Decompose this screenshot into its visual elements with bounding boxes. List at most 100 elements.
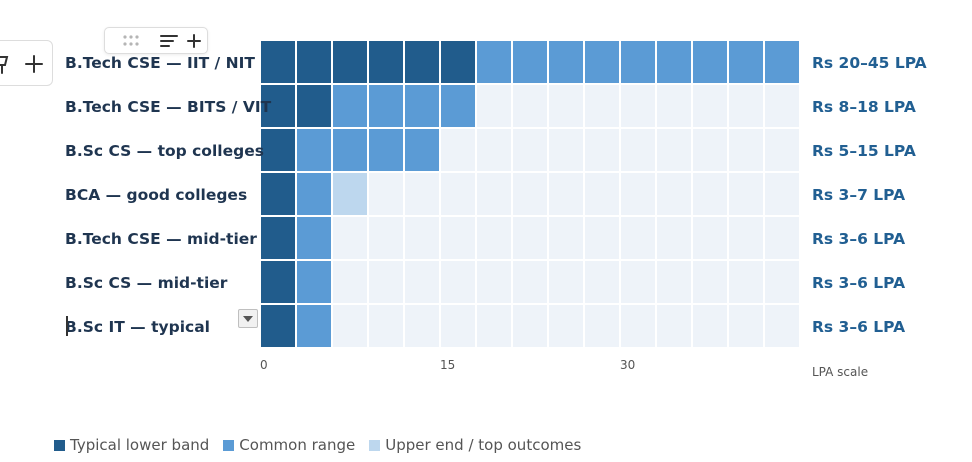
- legend-label-lower: Typical lower band: [70, 436, 210, 454]
- plus-icon[interactable]: [23, 52, 45, 76]
- row-dropdown-button[interactable]: [238, 309, 258, 328]
- row-label: B.Sc CS — top colleges: [65, 142, 264, 160]
- drag-handle-icon[interactable]: [121, 31, 143, 51]
- side-action-pill: [0, 40, 53, 86]
- heatmap-cell-empty: [549, 129, 583, 171]
- heatmap-cell-empty: [369, 217, 403, 259]
- heatmap-cell-empty: [585, 129, 619, 171]
- heatmap-cell-empty: [729, 173, 763, 215]
- heatmap-cell-empty: [693, 85, 727, 127]
- heatmap-cell-empty: [549, 305, 583, 347]
- heatmap-cell-common: [333, 85, 367, 127]
- heatmap-cell-lower: [261, 305, 295, 347]
- heatmap-cell-empty: [765, 129, 799, 171]
- heatmap-cell-empty: [765, 305, 799, 347]
- heatmap-cell-empty: [513, 173, 547, 215]
- heatmap-cell-lower: [297, 85, 331, 127]
- heatmap-cell-empty: [477, 129, 511, 171]
- row-label: B.Sc CS — mid-tier: [65, 274, 228, 292]
- heatmap-cell-empty: [729, 85, 763, 127]
- heatmap-cell-common: [693, 41, 727, 83]
- heatmap-cell-empty: [729, 217, 763, 259]
- heatmap-cell-lower: [405, 41, 439, 83]
- row-label: B.Tech CSE — IIT / NIT: [65, 54, 255, 72]
- plus-icon[interactable]: [185, 31, 203, 51]
- legend-item-lower: Typical lower band: [54, 436, 209, 454]
- heatmap-cell-empty: [693, 217, 727, 259]
- heatmap-cell-common: [297, 305, 331, 347]
- heatmap-cell-empty: [549, 85, 583, 127]
- x-tick-label: 15: [440, 358, 455, 372]
- heatmap-cell-common: [657, 41, 691, 83]
- heatmap-cell-common: [729, 41, 763, 83]
- heatmap-cell-lower: [261, 85, 295, 127]
- legend-item-common: Common range: [223, 436, 355, 454]
- heatmap-cell-empty: [657, 129, 691, 171]
- heatmap-cell-empty: [477, 85, 511, 127]
- heatmap-cell-empty: [513, 261, 547, 303]
- heatmap-cell-empty: [441, 217, 475, 259]
- heatmap-cell-empty: [477, 261, 511, 303]
- heatmap-cell-empty: [765, 85, 799, 127]
- range-label: Rs 3–6 LPA: [812, 318, 905, 336]
- heatmap-cell-empty: [441, 173, 475, 215]
- heatmap-cell-empty: [657, 261, 691, 303]
- heatmap-cell-empty: [693, 173, 727, 215]
- heatmap-cell-empty: [513, 217, 547, 259]
- heatmap-cell-common: [477, 41, 511, 83]
- heatmap-cell-empty: [477, 305, 511, 347]
- heatmap-cell-empty: [477, 217, 511, 259]
- heatmap-cell-empty: [585, 85, 619, 127]
- heatmap-cell-empty: [585, 173, 619, 215]
- heatmap-cell-lower: [261, 41, 295, 83]
- heatmap-cell-common: [585, 41, 619, 83]
- row-label: B.Tech CSE — mid-tier: [65, 230, 257, 248]
- heatmap-cell-empty: [513, 305, 547, 347]
- pin-icon[interactable]: [0, 52, 11, 76]
- heatmap-cells: [261, 41, 799, 347]
- heatmap-cell-empty: [333, 261, 367, 303]
- heatmap-cell-empty: [405, 217, 439, 259]
- heatmap-cell-empty: [369, 173, 403, 215]
- heatmap-cell-empty: [549, 217, 583, 259]
- chart-legend: Typical lower band Common range Upper en…: [54, 436, 595, 454]
- heatmap-cell-common: [297, 217, 331, 259]
- heatmap-cell-lower: [261, 173, 295, 215]
- heatmap-cell-upper: [333, 173, 367, 215]
- heatmap-cell-empty: [405, 261, 439, 303]
- heatmap-cell-empty: [585, 261, 619, 303]
- heatmap-cell-empty: [657, 217, 691, 259]
- heatmap-cell-common: [405, 85, 439, 127]
- heatmap-cell-lower: [369, 41, 403, 83]
- heatmap-cell-common: [333, 129, 367, 171]
- legend-swatch-common: [223, 439, 235, 451]
- legend-label-upper: Upper end / top outcomes: [385, 436, 582, 454]
- heatmap-cell-common: [621, 41, 655, 83]
- heatmap-cell-empty: [549, 173, 583, 215]
- heatmap-cell-empty: [621, 217, 655, 259]
- heatmap-cell-empty: [765, 261, 799, 303]
- range-label: Rs 20–45 LPA: [812, 54, 927, 72]
- heatmap-cell-common: [405, 129, 439, 171]
- heatmap-cell-empty: [441, 305, 475, 347]
- heatmap-cell-empty: [693, 305, 727, 347]
- heatmap-cell-empty: [333, 217, 367, 259]
- row-label: BCA — good colleges: [65, 186, 247, 204]
- heatmap-cell-common: [369, 129, 403, 171]
- heatmap-cell-empty: [621, 85, 655, 127]
- sort-lines-icon[interactable]: [159, 31, 179, 51]
- heatmap-cell-empty: [405, 173, 439, 215]
- heatmap-cell-lower: [333, 41, 367, 83]
- heatmap-cell-empty: [585, 305, 619, 347]
- range-label: Rs 5–15 LPA: [812, 142, 916, 160]
- range-labels: Rs 20–45 LPA Rs 8–18 LPA Rs 5–15 LPA Rs 3–7…: [812, 54, 927, 336]
- x-axis-ticks: 0 15 30: [260, 358, 635, 372]
- legend-label-common: Common range: [239, 436, 356, 454]
- row-label: B.Tech CSE — BITS / VIT: [65, 98, 272, 116]
- heatmap-cell-lower: [261, 129, 295, 171]
- heatmap-cell-common: [369, 85, 403, 127]
- heatmap-cell-empty: [657, 85, 691, 127]
- heatmap-cell-lower: [261, 217, 295, 259]
- heatmap-cell-empty: [513, 129, 547, 171]
